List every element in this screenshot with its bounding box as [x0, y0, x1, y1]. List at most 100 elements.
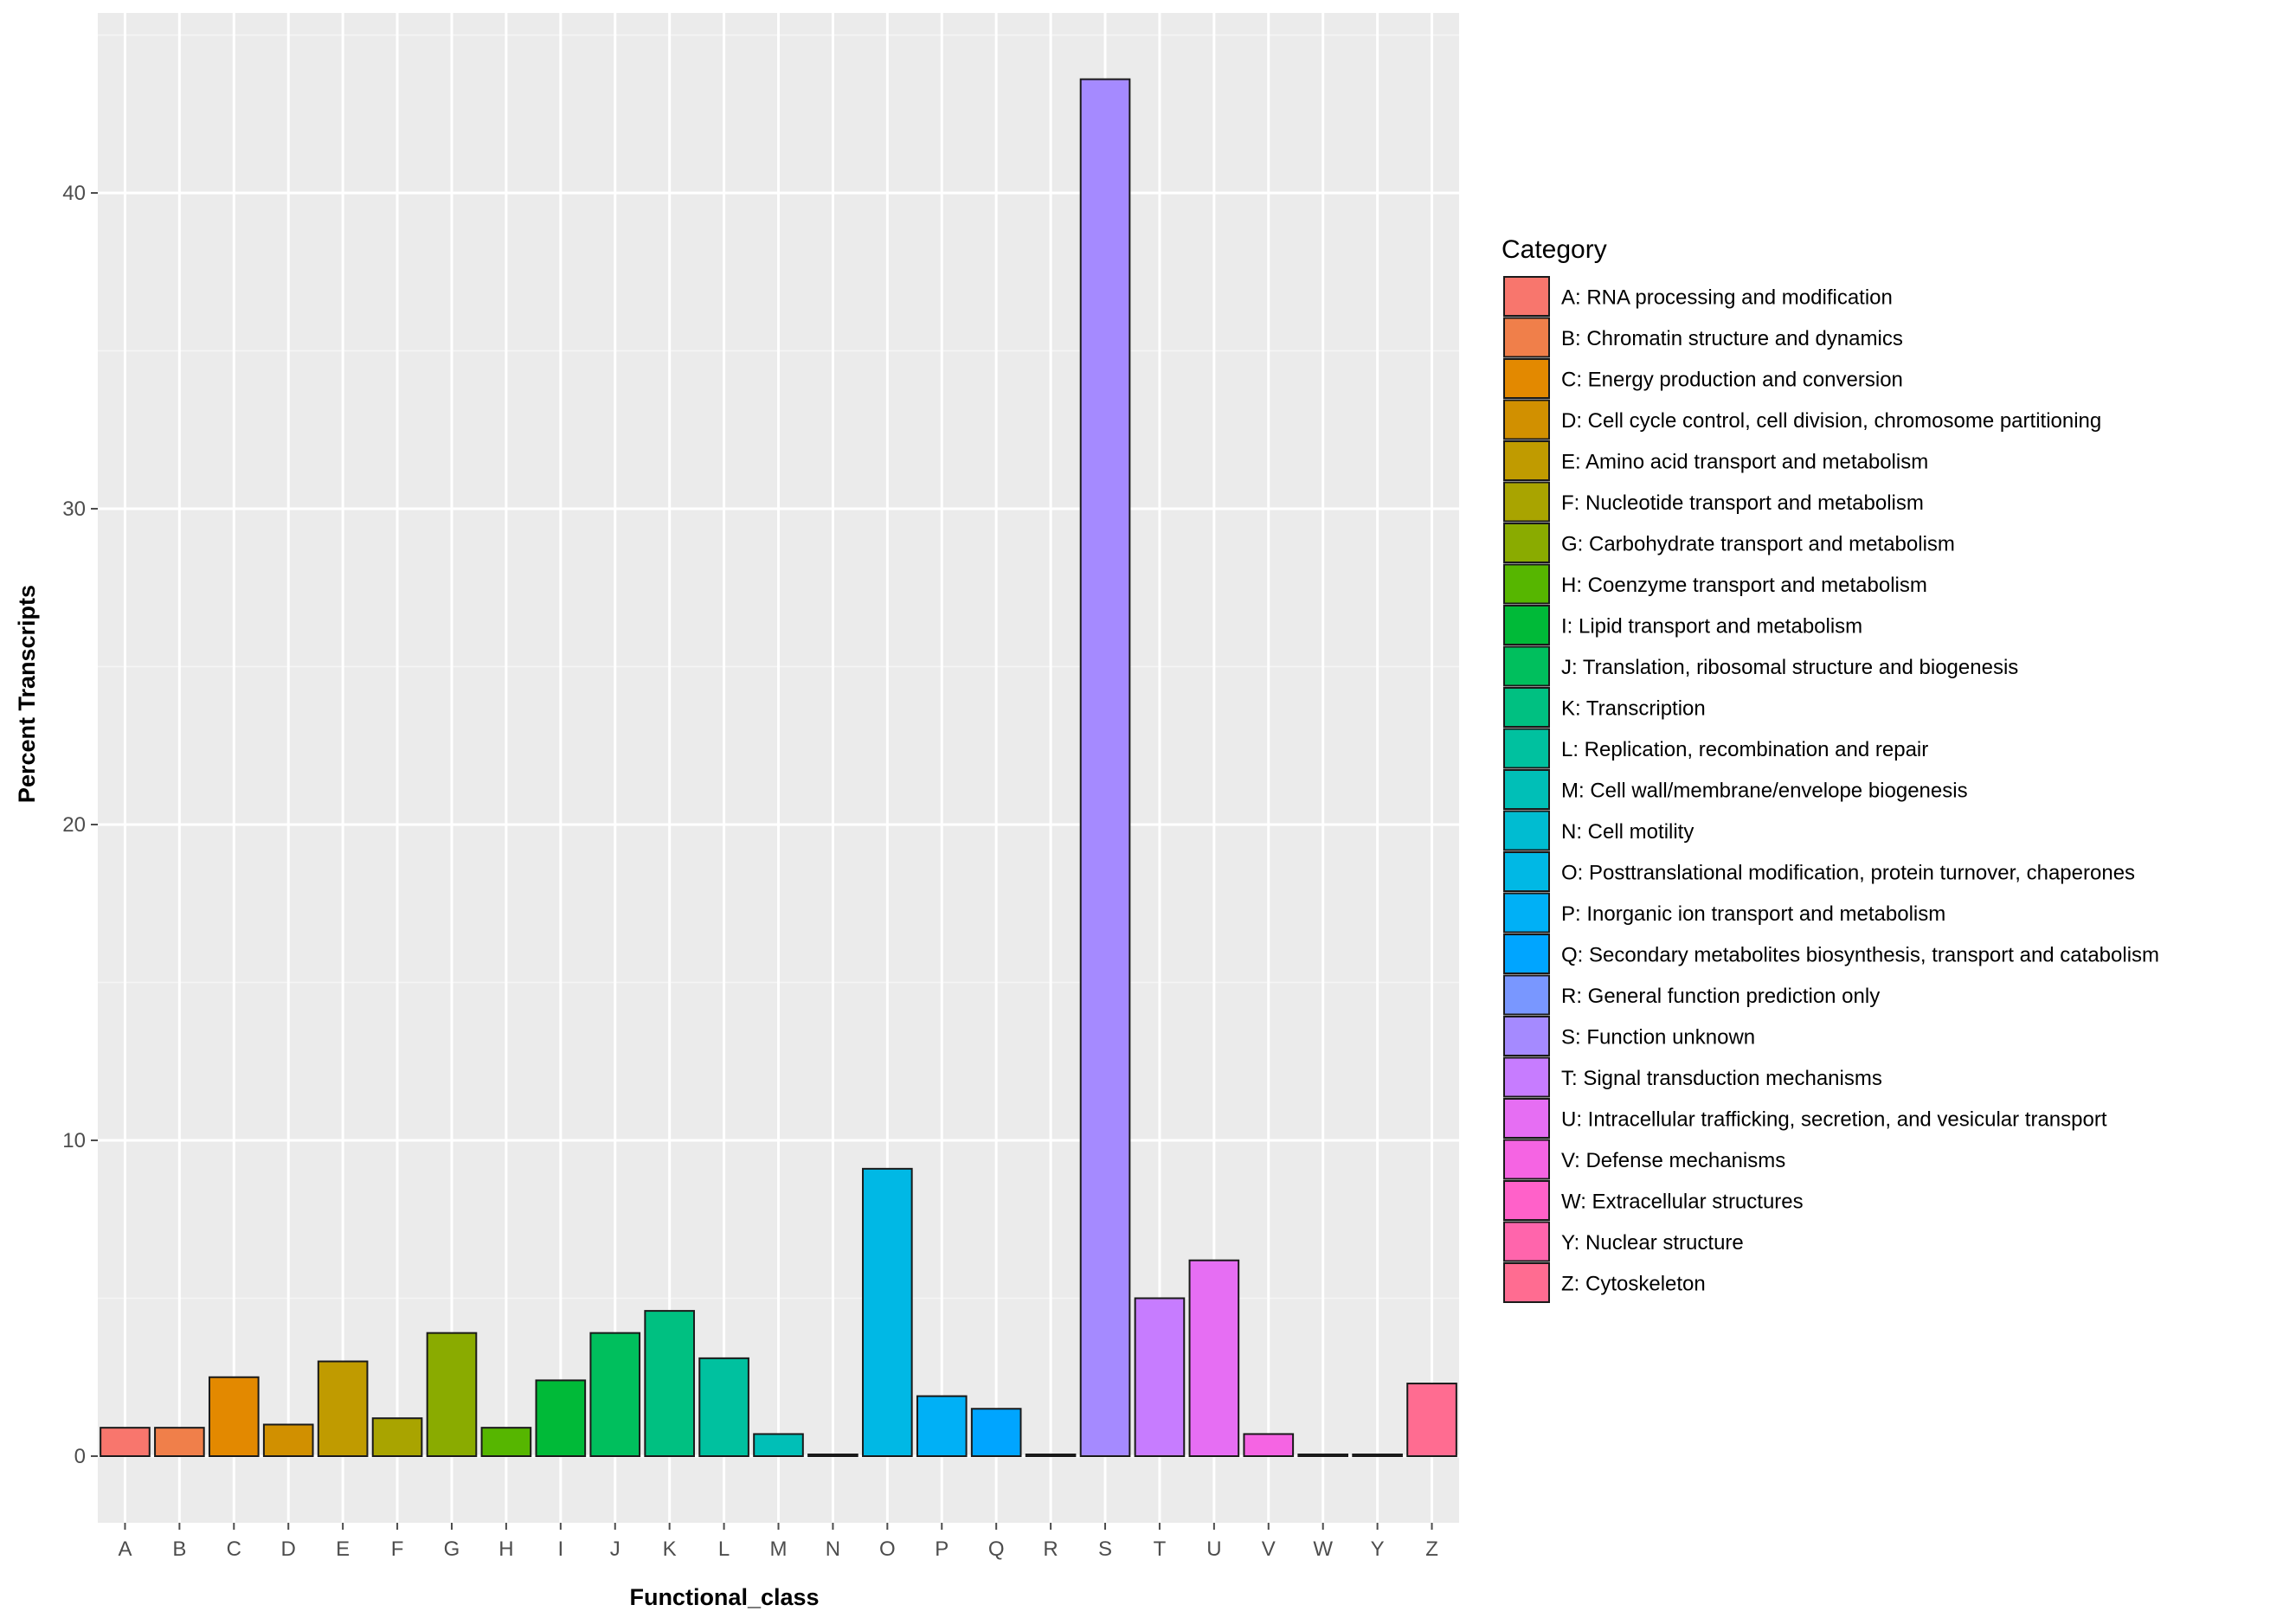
x-tick-label-D: D: [281, 1537, 296, 1561]
legend-item-T: T: Signal transduction mechanisms: [1503, 1056, 1882, 1098]
x-tick-label-M: M: [770, 1537, 788, 1561]
legend-item-Y: Y: Nuclear structure: [1503, 1221, 1744, 1262]
legend-item-U: U: Intracellular trafficking, secretion,…: [1503, 1098, 2107, 1139]
bar-E: [317, 1360, 369, 1457]
legend-label: T: Signal transduction mechanisms: [1561, 1067, 1882, 1090]
legend-item-O: O: Posttranslational modification, prote…: [1503, 851, 2135, 892]
legend-swatch: [1503, 687, 1550, 728]
legend-swatch: [1503, 563, 1550, 605]
bar-U: [1188, 1259, 1240, 1457]
x-axis-title: Functional_class: [629, 1584, 819, 1610]
bar-N: [807, 1454, 858, 1457]
bar-Z: [1406, 1383, 1457, 1458]
legend-item-Z: Z: Cytoskeleton: [1503, 1262, 1706, 1303]
bar-Y: [1352, 1454, 1403, 1457]
legend-swatch: [1503, 358, 1550, 399]
legend-swatch: [1503, 934, 1550, 974]
legend-swatch: [1503, 1056, 1550, 1098]
bar-Q: [970, 1408, 1022, 1457]
legend-swatch: [1503, 440, 1550, 481]
legend-label: V: Defense mechanisms: [1561, 1149, 1785, 1172]
bar-M: [753, 1433, 804, 1457]
legend-item-N: N: Cell motility: [1503, 810, 1694, 851]
x-tick-label-O: O: [879, 1537, 896, 1561]
legend-swatch: [1503, 728, 1550, 769]
legend-item-J: J: Translation, ribosomal structure and …: [1503, 645, 2018, 687]
legend-item-W: W: Extracellular structures: [1503, 1180, 1804, 1221]
legend-item-S: S: Function unknown: [1503, 1016, 1755, 1056]
x-tick-label-N: N: [826, 1537, 840, 1561]
legend-label: F: Nucleotide transport and metabolism: [1561, 491, 1924, 515]
y-tick-label: 30: [62, 497, 86, 521]
legend: A: RNA processing and modification B: Chr…: [1503, 276, 2159, 1303]
legend-item-B: B: Chromatin structure and dynamics: [1503, 317, 1903, 358]
legend-item-L: L: Replication, recombination and repair: [1503, 728, 1928, 769]
x-tick-label-B: B: [172, 1537, 186, 1561]
legend-label: O: Posttranslational modification, prote…: [1561, 862, 2135, 885]
x-tick-label-Z: Z: [1425, 1537, 1438, 1561]
bars: [100, 78, 1457, 1458]
legend-label: M: Cell wall/membrane/envelope biogenesi…: [1561, 780, 1968, 803]
legend-swatch: [1503, 276, 1550, 317]
bar-P: [916, 1395, 968, 1458]
legend-label: C: Energy production and conversion: [1561, 369, 1903, 392]
legend-swatch: [1503, 1098, 1550, 1139]
bar-K: [644, 1310, 695, 1457]
bar-V: [1243, 1433, 1295, 1457]
bar-S: [1079, 78, 1131, 1458]
x-tick-label-I: I: [557, 1537, 563, 1561]
legend-swatch: [1503, 892, 1550, 934]
x-tick-label-E: E: [336, 1537, 350, 1561]
legend-item-M: M: Cell wall/membrane/envelope biogenesi…: [1503, 769, 1968, 810]
legend-label: S: Function unknown: [1561, 1026, 1755, 1050]
y-tick-label: 40: [62, 182, 86, 205]
legend-item-G: G: Carbohydrate transport and metabolism: [1503, 523, 1955, 563]
legend-item-P: P: Inorganic ion transport and metabolis…: [1503, 892, 1945, 934]
x-tick-label-Y: Y: [1371, 1537, 1385, 1561]
legend-label: A: RNA processing and modification: [1561, 286, 1893, 310]
legend-swatch: [1503, 1180, 1550, 1221]
y-axis-ticks: 0 10 20 30 40: [62, 182, 98, 1468]
legend-label: J: Translation, ribosomal structure and …: [1561, 656, 2018, 679]
legend-swatch: [1503, 523, 1550, 563]
bar-L: [698, 1357, 749, 1457]
legend-label: Y: Nuclear structure: [1561, 1231, 1744, 1255]
legend-swatch: [1503, 317, 1550, 358]
legend-label: D: Cell cycle control, cell division, ch…: [1561, 409, 2101, 433]
legend-label: H: Coenzyme transport and metabolism: [1561, 574, 1927, 597]
legend-item-C: C: Energy production and conversion: [1503, 358, 1903, 399]
x-tick-label-K: K: [663, 1537, 677, 1561]
x-tick-label-S: S: [1098, 1537, 1112, 1561]
x-tick-label-R: R: [1043, 1537, 1058, 1561]
x-tick-label-U: U: [1206, 1537, 1221, 1561]
legend-swatch: [1503, 974, 1550, 1016]
x-tick-label-C: C: [227, 1537, 241, 1561]
legend-item-K: K: Transcription: [1503, 687, 1706, 728]
bar-H: [480, 1427, 532, 1458]
y-tick-label: 20: [62, 813, 86, 837]
bar-J: [589, 1332, 641, 1458]
x-tick-label-Q: Q: [988, 1537, 1005, 1561]
legend-swatch: [1503, 399, 1550, 440]
legend-swatch: [1503, 851, 1550, 892]
legend-swatch: [1503, 769, 1550, 810]
x-tick-label-V: V: [1262, 1537, 1276, 1561]
x-tick-label-P: P: [935, 1537, 949, 1561]
legend-label: Q: Secondary metabolites biosynthesis, t…: [1561, 944, 2159, 967]
legend-item-V: V: Defense mechanisms: [1503, 1139, 1785, 1180]
y-tick-label: 0: [74, 1445, 86, 1468]
legend-swatch: [1503, 1016, 1550, 1056]
x-tick-label-W: W: [1313, 1537, 1333, 1561]
legend-item-A: A: RNA processing and modification: [1503, 276, 1893, 317]
x-tick-label-J: J: [610, 1537, 621, 1561]
legend-label: E: Amino acid transport and metabolism: [1561, 451, 1928, 474]
x-tick-label-A: A: [118, 1537, 132, 1561]
legend-label: G: Carbohydrate transport and metabolism: [1561, 533, 1955, 556]
legend-item-R: R: General function prediction only: [1503, 974, 1880, 1016]
x-tick-label-F: F: [391, 1537, 404, 1561]
y-tick-label: 10: [62, 1129, 86, 1152]
legend-item-H: H: Coenzyme transport and metabolism: [1503, 563, 1927, 605]
legend-swatch: [1503, 1221, 1550, 1262]
